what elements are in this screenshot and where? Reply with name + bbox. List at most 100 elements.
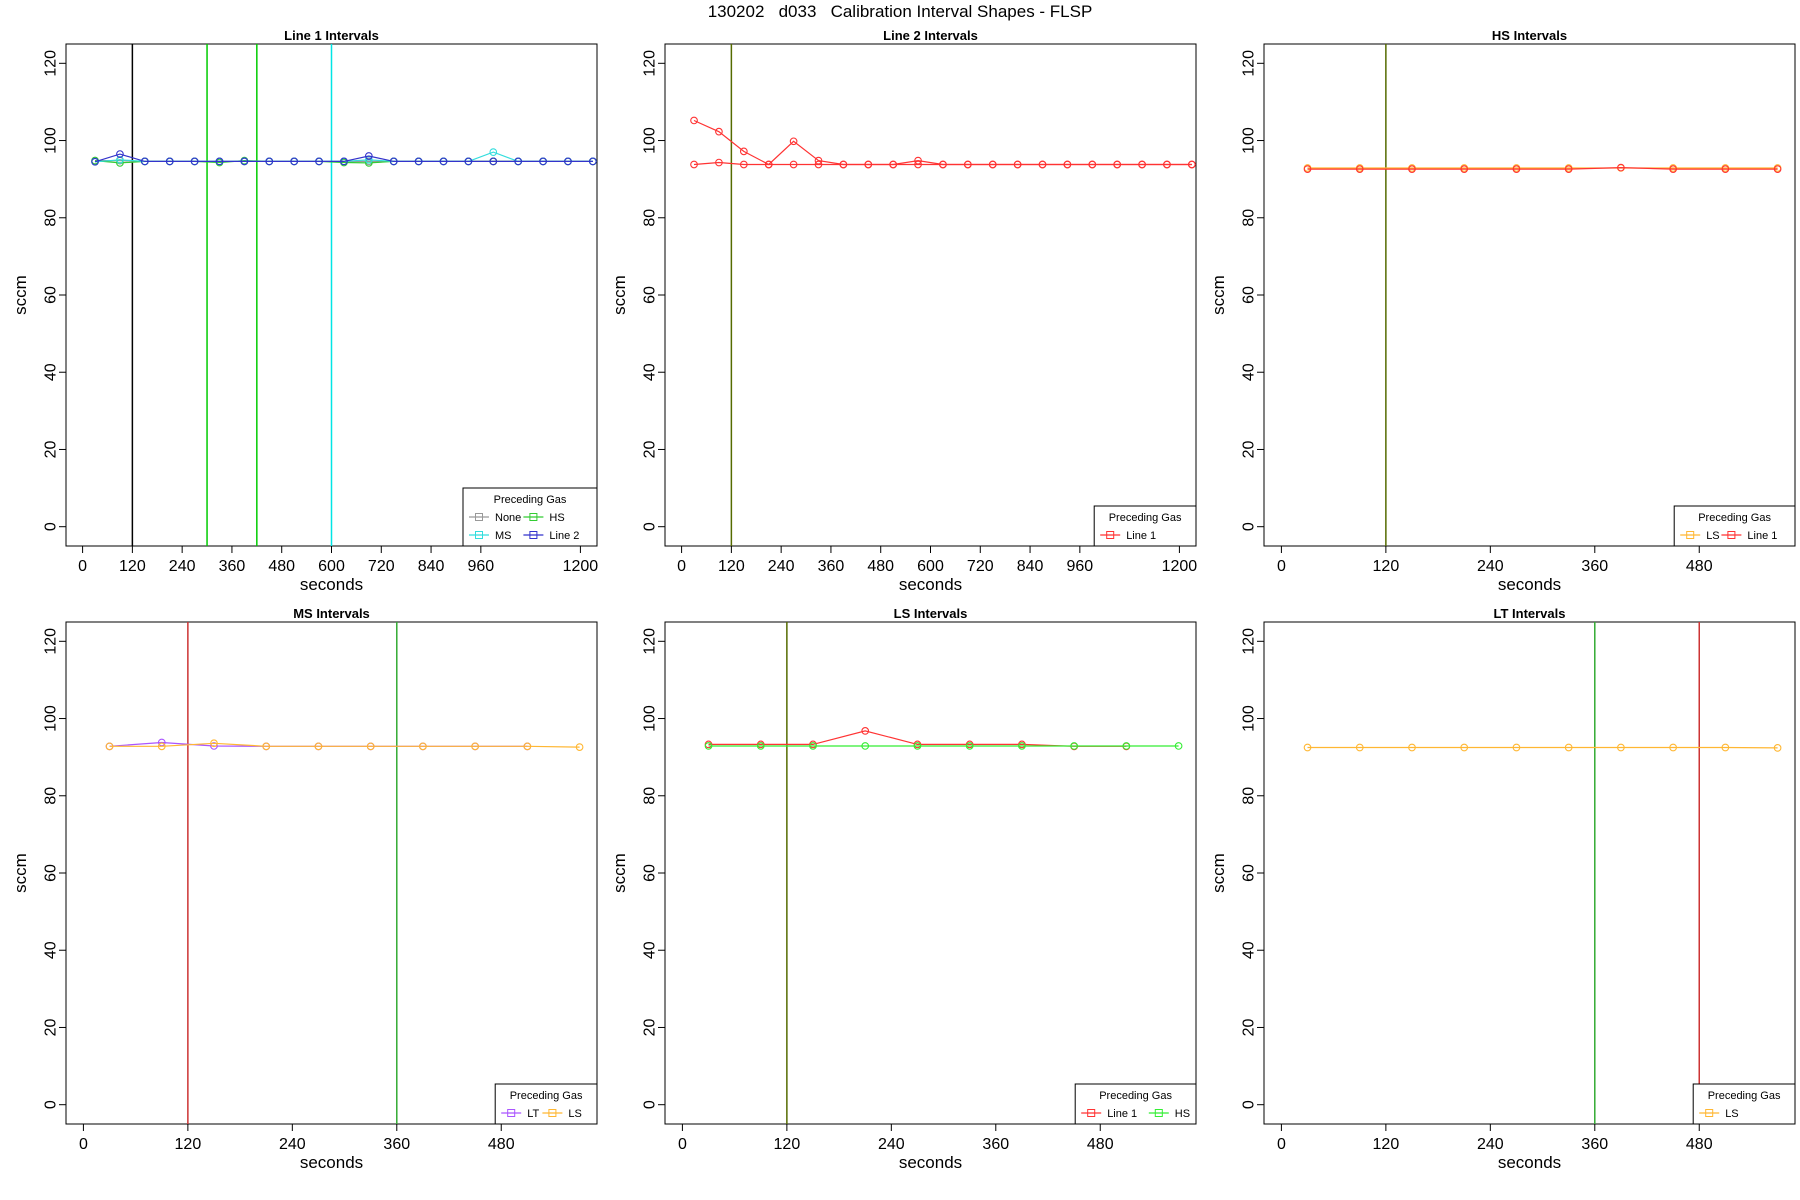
- y-tick-label: 120: [1241, 628, 1258, 655]
- x-tick-label: 120: [718, 558, 745, 575]
- y-tick-label: 60: [1241, 864, 1258, 882]
- y-tick-label: 80: [1241, 787, 1258, 805]
- data-point: [91, 157, 99, 166]
- legend-marker: [548, 1109, 557, 1117]
- data-point: [864, 160, 873, 169]
- data-point: [1113, 160, 1122, 169]
- legend-box: [1093, 505, 1197, 547]
- data-point: [564, 157, 572, 166]
- data-point: [1773, 165, 1782, 173]
- data-point: [165, 157, 174, 166]
- legend-marker: [1087, 1109, 1096, 1117]
- data-point: [116, 155, 124, 164]
- data-point: [190, 157, 199, 166]
- data-point: [715, 158, 723, 167]
- data-point: [690, 160, 698, 169]
- plot-frame: [664, 43, 1197, 547]
- x-axis-label: seconds: [1498, 575, 1561, 594]
- data-point: [914, 160, 922, 169]
- x-tick-label: 240: [1477, 558, 1504, 575]
- data-point: [1070, 742, 1078, 750]
- data-point: [1018, 742, 1026, 750]
- x-axis-label: seconds: [1498, 1153, 1561, 1172]
- x-tick-label: 0: [79, 1136, 88, 1153]
- data-point: [789, 137, 798, 146]
- y-tick-label: 120: [43, 50, 60, 77]
- data-point: [1303, 743, 1312, 752]
- x-tick-label: 240: [1477, 1136, 1504, 1153]
- legend-title: Preceding Gas: [494, 494, 567, 506]
- legend-title: Preceding Gas: [1708, 1090, 1781, 1102]
- data-point: [764, 160, 773, 169]
- legend-label: Line 1: [1126, 530, 1156, 542]
- data-point: [1408, 743, 1416, 752]
- y-tick-label: 80: [1241, 209, 1258, 227]
- data-point: [839, 160, 848, 169]
- data-point: [262, 742, 271, 751]
- x-tick-label: 960: [1066, 558, 1093, 575]
- data-point: [1617, 163, 1625, 172]
- data-point: [265, 157, 274, 166]
- data-point: [1460, 743, 1469, 752]
- y-tick-label: 40: [1241, 363, 1258, 381]
- chart-panel-4: MS Intervals 0 120 240 360 480 seconds 0 20 40 60 8…: [11, 606, 598, 1172]
- y-tick-label: 40: [642, 363, 659, 381]
- data-point: [739, 147, 748, 156]
- data-point: [1088, 160, 1097, 169]
- data-point: [414, 157, 423, 166]
- data-point: [439, 157, 448, 166]
- legend-marker: [475, 531, 483, 539]
- legend-label: LT: [527, 1108, 539, 1120]
- x-tick-label: 480: [1087, 1136, 1114, 1153]
- chart-title: MS Intervals: [293, 606, 370, 621]
- data-point: [1669, 165, 1677, 173]
- data-point: [1564, 165, 1573, 173]
- data-point: [464, 157, 473, 166]
- data-point: [861, 742, 870, 750]
- y-tick-label: 20: [642, 1018, 659, 1036]
- series-line: [708, 730, 1127, 747]
- x-tick-label: 120: [175, 1136, 202, 1153]
- data-point: [814, 160, 823, 169]
- data-point: [364, 152, 373, 160]
- x-tick-label: 0: [78, 558, 87, 575]
- y-tick-label: 120: [642, 628, 659, 655]
- x-tick-label: 720: [967, 558, 994, 575]
- data-point: [715, 127, 723, 136]
- x-tick-label: 1200: [1162, 558, 1198, 575]
- data-point: [105, 742, 114, 751]
- data-point: [1721, 743, 1730, 752]
- x-tick-label: 240: [279, 1136, 306, 1153]
- chart-title: LS Intervals: [894, 606, 968, 621]
- data-point: [690, 116, 698, 125]
- data-point: [240, 157, 249, 166]
- chart-title: Line 2 Intervals: [883, 28, 978, 43]
- data-point: [739, 160, 748, 169]
- chart-title: HS Intervals: [1492, 28, 1567, 43]
- y-tick-label: 0: [1241, 1100, 1258, 1109]
- y-tick-label: 20: [1241, 440, 1258, 458]
- y-tick-label: 120: [1241, 50, 1258, 77]
- data-point: [1038, 160, 1047, 169]
- legend-label: LS: [1706, 530, 1719, 542]
- data-point: [140, 157, 149, 166]
- data-point: [514, 157, 523, 166]
- data-point: [489, 148, 498, 156]
- data-point: [1188, 160, 1196, 169]
- data-point: [116, 150, 124, 158]
- legend-title: Preceding Gas: [1099, 1090, 1172, 1102]
- x-tick-label: 240: [169, 558, 196, 575]
- data-point: [1460, 165, 1469, 173]
- legend-marker: [507, 1109, 516, 1117]
- y-tick-label: 20: [43, 1018, 60, 1036]
- data-point: [1408, 165, 1416, 173]
- y-axis-label: sccm: [11, 275, 30, 315]
- data-point: [789, 160, 798, 169]
- data-point: [1669, 743, 1677, 752]
- y-tick-label: 120: [642, 50, 659, 77]
- y-axis-label: sccm: [610, 853, 629, 893]
- data-point: [419, 742, 427, 751]
- x-tick-label: 240: [878, 1136, 905, 1153]
- chart-panel-5: LS Intervals 0 120 240 360 480 seconds 0 20 40 60 8…: [610, 606, 1197, 1172]
- data-point: [1163, 160, 1171, 169]
